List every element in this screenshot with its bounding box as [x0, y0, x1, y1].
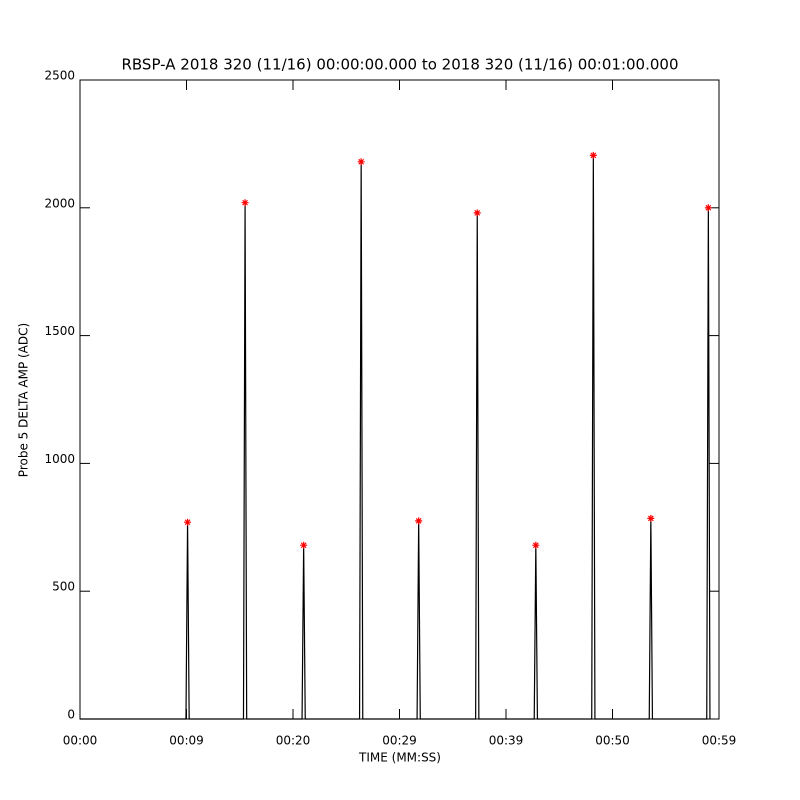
x-axis-label: TIME (MM:SS)	[358, 751, 441, 765]
peak-marker	[473, 209, 481, 217]
peak-marker	[647, 514, 655, 522]
peak-marker	[704, 204, 712, 212]
y-tick-label: 1500	[44, 324, 75, 338]
peak-marker	[300, 541, 308, 549]
chart-title: RBSP-A 2018 320 (11/16) 00:00:00.000 to …	[121, 56, 678, 74]
peak-marker	[357, 158, 365, 166]
x-tick-label: 00:29	[382, 734, 417, 748]
y-tick-label: 1000	[44, 452, 75, 466]
x-tick-label: 00:00	[63, 734, 98, 748]
x-tick-label: 00:50	[595, 734, 630, 748]
peak-marker	[241, 199, 249, 207]
y-tick-label: 2500	[44, 69, 75, 83]
x-tick-label: 00:09	[169, 734, 204, 748]
peak-marker	[532, 541, 540, 549]
peak-marker	[589, 151, 597, 159]
peak-marker	[415, 517, 423, 525]
y-tick-label: 2000	[44, 196, 75, 210]
peak-marker	[184, 518, 192, 526]
x-tick-label: 00:39	[489, 734, 524, 748]
y-axis-label: Probe 5 DELTA AMP (ADC)	[17, 323, 31, 477]
y-tick-label: 500	[52, 580, 75, 594]
x-tick-label: 00:59	[702, 734, 737, 748]
x-tick-label: 00:20	[276, 734, 311, 748]
y-tick-label: 0	[67, 708, 75, 722]
